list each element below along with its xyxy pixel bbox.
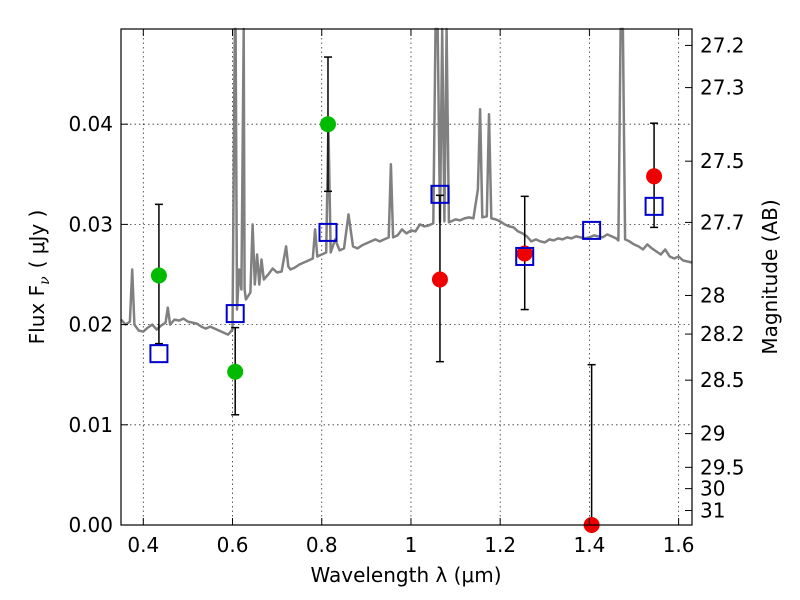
y2-tick-label: 28 [700, 283, 725, 307]
y2-tick-label: 29 [700, 422, 725, 446]
model-point [430, 184, 450, 204]
x-tick-label: 1.2 [484, 533, 516, 557]
x-tick-label: 0.4 [127, 533, 159, 557]
y-tick-label: 0.00 [68, 513, 113, 537]
observed-point [319, 116, 336, 133]
y2-tick-label: 28.5 [700, 368, 745, 392]
model-point [515, 246, 535, 266]
y-axis-label-main: Flux F [25, 285, 49, 344]
x-axis-label: Wavelength λ (μm) [310, 563, 501, 587]
y-axis-label-unit: ( μJy ) [25, 210, 49, 269]
y-tick-label: 0.03 [68, 212, 113, 236]
y2-tick-label: 27.3 [700, 76, 745, 100]
x-tick-label: 1 [405, 533, 418, 557]
y-tick-label: 0.02 [68, 313, 113, 337]
y-tick-label: 0.04 [68, 112, 113, 136]
y2-tick-label: 27.2 [700, 33, 745, 57]
model-point [582, 220, 602, 240]
model-point [318, 222, 338, 242]
x-tick-label: 0.8 [306, 533, 338, 557]
y-tick-label: 0.01 [68, 413, 113, 437]
y2-tick-label: 29.5 [700, 455, 745, 479]
model-point [225, 304, 245, 324]
y2-tick-label: 30 [700, 477, 725, 501]
errorbar-layer [154, 56, 659, 526]
observed-point [227, 363, 244, 380]
spectrum-line [120, 27, 693, 336]
plot-frame [120, 28, 693, 526]
tick-layer: 0.4 0.6 0.8 1 1.2 1.4 1.6 0.00 0.01 0.02 0.03 0.04 2… [68, 29, 745, 557]
y-axis-label: Flux Fν ( μJy ) [25, 210, 53, 345]
observed-point [516, 245, 533, 262]
observed-point [646, 168, 663, 185]
x-tick-label: 1.6 [663, 533, 695, 557]
x-tick-label: 1.4 [573, 533, 605, 557]
y-axis-label-subscript: ν [37, 276, 53, 285]
y2-tick-label: 27.7 [700, 210, 745, 234]
x-tick-label: 0.6 [217, 533, 249, 557]
y2-tick-label: 27.5 [700, 149, 745, 173]
spectrum-layer [120, 27, 693, 336]
observed-point [431, 271, 448, 288]
model-point [644, 196, 664, 216]
grid-layer [121, 29, 692, 526]
y2-tick-label: 28.2 [700, 322, 745, 346]
model-point [149, 344, 169, 364]
observed-point [150, 267, 167, 284]
y2-tick-label: 31 [700, 499, 725, 523]
y2-axis-label: Magnitude (AB) [758, 199, 782, 354]
